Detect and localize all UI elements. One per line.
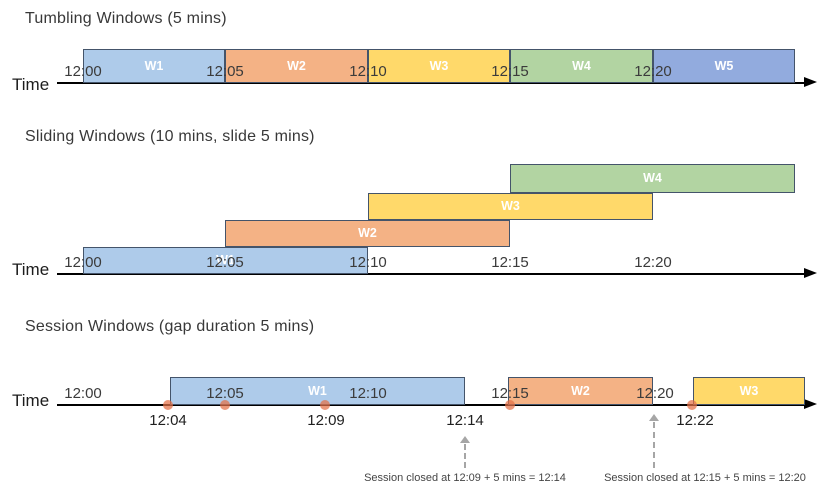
event-dot-icon bbox=[320, 400, 330, 410]
window-label: W3 bbox=[739, 383, 759, 398]
session-window-w1: W1 bbox=[170, 377, 465, 405]
sliding-window-w2: W2 bbox=[225, 220, 510, 247]
tumbling-title: Tumbling Windows (5 mins) bbox=[25, 10, 227, 27]
event-dot-icon bbox=[505, 400, 515, 410]
sliding-window-w1: W1 bbox=[83, 247, 368, 274]
tumbling-window-w2: W2 bbox=[225, 49, 368, 83]
tick-label: 12:00 bbox=[64, 385, 102, 402]
sliding-window-w4: W4 bbox=[510, 164, 795, 193]
axis-arrowhead-icon bbox=[804, 399, 817, 409]
tick-label: 12:15 bbox=[491, 385, 529, 402]
tick-label: 12:15 bbox=[491, 254, 529, 271]
window-label: W3 bbox=[501, 199, 520, 214]
tumbling-time-label: Time bbox=[12, 75, 50, 94]
window-label: W4 bbox=[572, 58, 591, 73]
event-time-label: 12:04 bbox=[149, 412, 187, 429]
window-label: W4 bbox=[643, 171, 662, 186]
session-close-annotation: Session closed at 12:09 + 5 mins = 12:14 bbox=[364, 472, 566, 484]
session-time-axis bbox=[57, 404, 805, 406]
tick-label: 12:10 bbox=[349, 63, 387, 80]
tick-label: 12:05 bbox=[206, 63, 244, 80]
event-time-label: 12:14 bbox=[446, 412, 484, 429]
window-label: W3 bbox=[429, 58, 449, 73]
sliding-title: Sliding Windows (10 mins, slide 5 mins) bbox=[25, 128, 315, 145]
axis-arrowhead-icon bbox=[804, 77, 817, 87]
window-label: W5 bbox=[714, 58, 734, 73]
window-label: W1 bbox=[308, 383, 327, 398]
event-dot-icon bbox=[220, 400, 230, 410]
tumbling-window-w4: W4 bbox=[510, 49, 653, 83]
tick-label: 12:20 bbox=[634, 63, 672, 80]
event-time-label: 12:09 bbox=[307, 412, 345, 429]
session-window-w2: W2 bbox=[508, 377, 653, 405]
event-dot-icon bbox=[163, 400, 173, 410]
tumbling-window-w5: W5 bbox=[653, 49, 795, 83]
tick-label: 12:15 bbox=[491, 63, 529, 80]
tick-label: 12:10 bbox=[349, 254, 387, 271]
event-dot-icon bbox=[687, 400, 697, 410]
session-close-arrow-line bbox=[464, 444, 466, 468]
session-close-arrow-line bbox=[653, 422, 655, 468]
tumbling-window-w1: W1 bbox=[83, 49, 225, 83]
sliding-time-label: Time bbox=[12, 260, 50, 279]
session-time-label: Time bbox=[12, 391, 50, 410]
tick-label: 12:05 bbox=[206, 254, 244, 271]
session-title: Session Windows (gap duration 5 mins) bbox=[25, 318, 315, 335]
tick-label: 12:05 bbox=[206, 385, 244, 402]
window-label: W1 bbox=[144, 58, 164, 73]
event-time-label: 12:22 bbox=[676, 412, 714, 429]
tick-label: 12:20 bbox=[634, 254, 672, 271]
axis-arrowhead-icon bbox=[804, 268, 817, 278]
session-close-arrow-icon bbox=[649, 414, 659, 421]
tick-label: 12:00 bbox=[64, 254, 102, 271]
window-label: W2 bbox=[358, 226, 377, 241]
session-window-w3: W3 bbox=[693, 377, 805, 405]
sliding-time-axis bbox=[57, 273, 805, 275]
tumbling-time-axis bbox=[57, 82, 805, 84]
tick-label: 12:10 bbox=[349, 385, 387, 402]
tick-label: 12:20 bbox=[636, 385, 674, 402]
tick-label: 12:00 bbox=[64, 63, 102, 80]
sliding-window-w3: W3 bbox=[368, 193, 653, 220]
session-close-arrow-icon bbox=[460, 436, 470, 443]
tumbling-window-w3: W3 bbox=[368, 49, 510, 83]
window-label: W2 bbox=[571, 383, 590, 398]
window-label: W2 bbox=[287, 58, 306, 73]
session-close-annotation: Session closed at 12:15 + 5 mins = 12:20 bbox=[604, 472, 806, 484]
window-label: W1 bbox=[216, 253, 235, 268]
